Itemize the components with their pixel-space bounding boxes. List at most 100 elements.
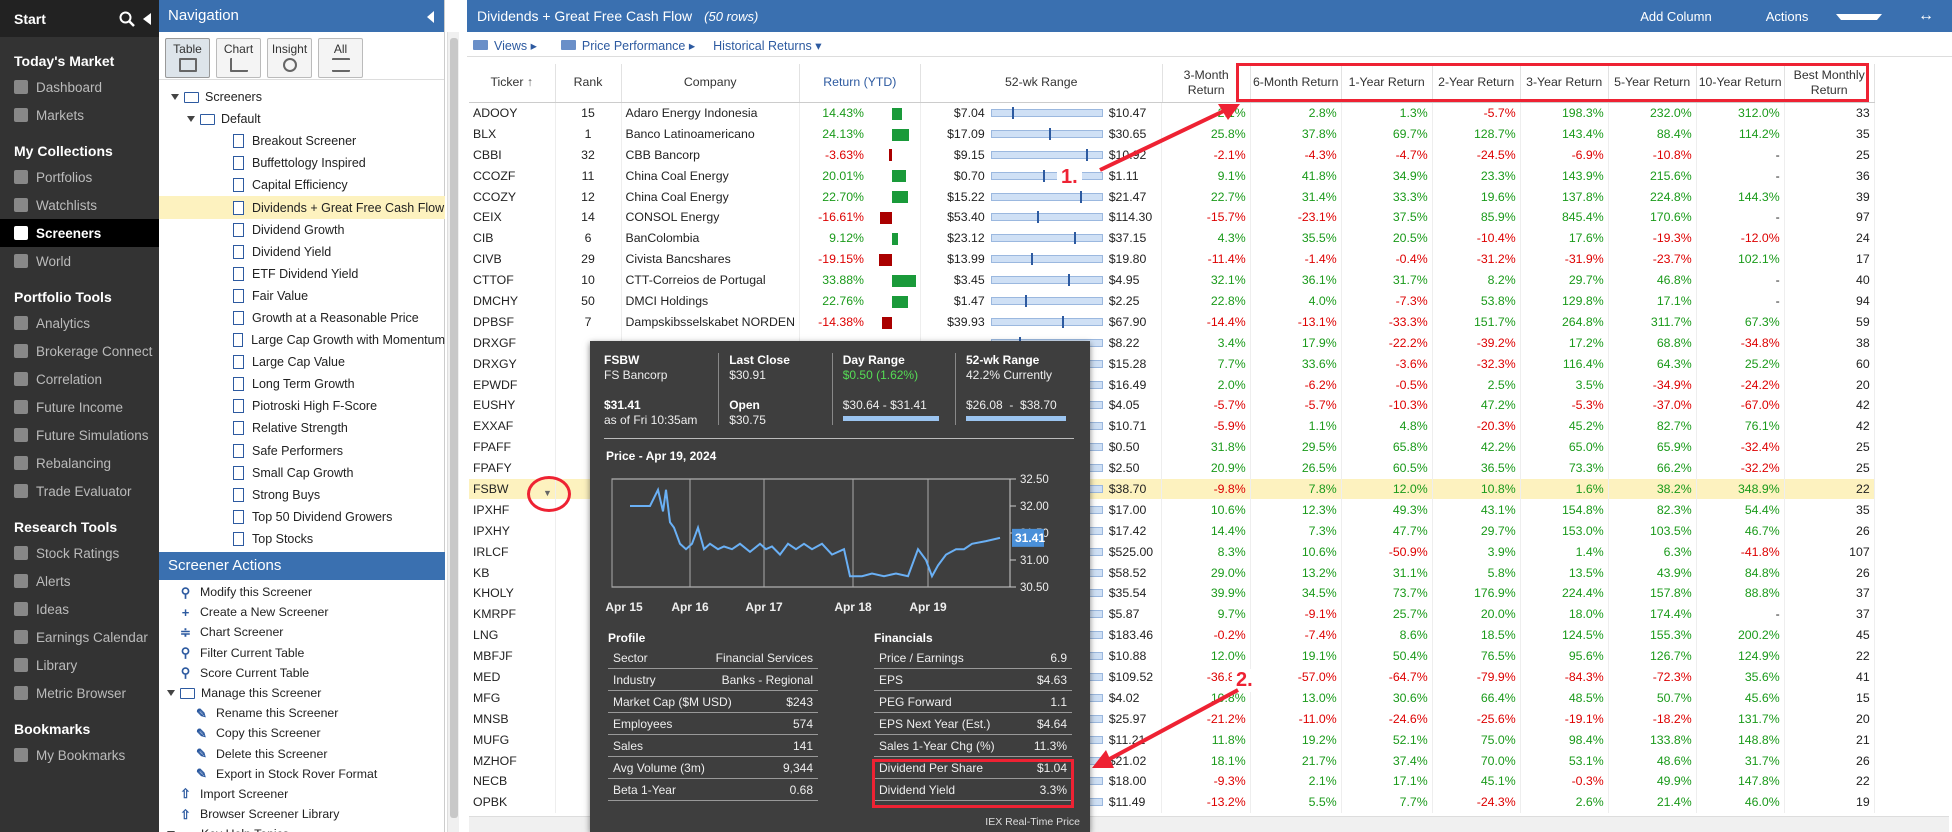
leftnav-item-earnings-calendar[interactable]: Earnings Calendar (0, 623, 159, 651)
search-icon[interactable] (119, 11, 135, 27)
leftnav-item-markets[interactable]: Markets (0, 101, 159, 129)
leftnav-item-metric-browser[interactable]: Metric Browser (0, 679, 159, 707)
leftnav-item-watchlists[interactable]: Watchlists (0, 191, 159, 219)
table-row[interactable]: MED $109.52 -36.8% -57.0% -64.7% -79.9% -84.3%… (469, 666, 1875, 688)
leftnav-item-screeners[interactable]: Screeners (0, 219, 159, 247)
action-chart-screener[interactable]: ≑ Chart Screener (159, 622, 445, 642)
action-delete-this-screener[interactable]: ✎ Delete this Screener (159, 744, 445, 764)
tree-item-buffettology-inspired[interactable]: Buffettology Inspired (159, 152, 445, 174)
col-2year[interactable]: 2-Year Return (1432, 64, 1521, 103)
action-score-current-table[interactable]: ⚲ Score Current Table (159, 663, 445, 683)
leftnav-item-correlation[interactable]: Correlation (0, 365, 159, 393)
leftnav-item-stock-ratings[interactable]: Stock Ratings (0, 539, 159, 567)
leftnav-item-portfolios[interactable]: Portfolios (0, 163, 159, 191)
tree-screeners-folder[interactable]: Screeners (159, 86, 445, 108)
row-menu-icon[interactable]: ▼ (543, 488, 552, 498)
view-insight-button[interactable]: Insight (267, 38, 312, 78)
col-return-ytd[interactable]: Return (YTD) (799, 64, 921, 103)
table-row[interactable]: CCOZF 11 China Coal Energy 20.01% $0.70 $1.11… (469, 165, 1875, 187)
action-export-in-stock-rover-format[interactable]: ✎ Export in Stock Rover Format (159, 764, 445, 784)
leftnav-item-brokerage-connect[interactable]: Brokerage Connect (0, 337, 159, 365)
table-row[interactable]: CTTOF 10 CTT-Correios de Portugal 33.88% $3.… (469, 269, 1875, 291)
wk-high: $2.25 (1108, 293, 1140, 308)
views-menu[interactable]: Views ▸ (473, 38, 537, 53)
actions-menu[interactable]: Actions (1730, 9, 1900, 24)
tree-item-breakout-screener[interactable]: Breakout Screener (159, 130, 445, 152)
leftnav-item-world[interactable]: World (0, 247, 159, 275)
table-row[interactable]: DPBSF 7 Dampskibsselskabet NORDEN -14.38% $3… (469, 311, 1875, 333)
leftnav-item-alerts[interactable]: Alerts (0, 567, 159, 595)
action-key-help-topics[interactable]: Key Help Topics (159, 824, 445, 832)
leftnav-item-trade-evaluator[interactable]: Trade Evaluator (0, 477, 159, 505)
col-3month[interactable]: 3-Month Return (1162, 64, 1251, 103)
leftnav-item-ideas[interactable]: Ideas (0, 595, 159, 623)
tree-item-large-cap-value[interactable]: Large Cap Value (159, 351, 445, 373)
tree-item-dividend-yield[interactable]: Dividend Yield (159, 241, 445, 263)
leftnav-item-analytics[interactable]: Analytics (0, 309, 159, 337)
table-row[interactable]: ADOOY 15 Adaro Energy Indonesia 14.43% $7.04… (469, 102, 1875, 124)
tree-item-fair-value[interactable]: Fair Value (159, 285, 445, 307)
action-copy-this-screener[interactable]: ✎ Copy this Screener (159, 723, 445, 743)
action-manage-screener[interactable]: Manage this Screener (159, 683, 445, 703)
tree-item-relative-strength[interactable]: Relative Strength (159, 417, 445, 439)
collapse-left-icon[interactable] (143, 12, 151, 25)
tree-item-safe-performers[interactable]: Safe Performers (159, 440, 445, 462)
tree-item-dividends-great-free-cash-flow[interactable]: Dividends + Great Free Cash Flow (159, 196, 445, 219)
tree-item-top-50-dividend-growers[interactable]: Top 50 Dividend Growers (159, 506, 445, 528)
col-52wk-range[interactable]: 52-wk Range (920, 64, 1163, 103)
collapse-nav-icon[interactable] (427, 11, 434, 23)
leftnav-item-future-simulations[interactable]: Future Simulations (0, 421, 159, 449)
leftnav-item-my-bookmarks[interactable]: My Bookmarks (0, 741, 159, 769)
action-rename-this-screener[interactable]: ✎ Rename this Screener (159, 703, 445, 723)
expand-arrow-icon[interactable] (171, 94, 179, 101)
historical-returns-menu[interactable]: Historical Returns ▾ (713, 39, 822, 53)
action-modify-this-screener[interactable]: ⚲ Modify this Screener (159, 582, 445, 602)
tree-default-folder[interactable]: Default (159, 108, 445, 130)
expand-icon[interactable]: ↔ (1918, 7, 1934, 24)
col-ticker[interactable]: Ticker ↑ (469, 64, 556, 103)
tree-item-small-cap-growth[interactable]: Small Cap Growth (159, 462, 445, 484)
leftnav-item-dashboard[interactable]: Dashboard (0, 73, 159, 101)
nav-scroll-thumb[interactable] (450, 38, 458, 818)
nav-scrollbar[interactable] (447, 32, 459, 832)
table-row[interactable]: CIB 6 BanColombia 9.12% $23.12 $37.15 4.3% 35.5… (469, 227, 1875, 249)
tree-item-capital-efficiency[interactable]: Capital Efficiency (159, 174, 445, 196)
action-filter-current-table[interactable]: ⚲ Filter Current Table (159, 643, 445, 663)
table-row[interactable]: BLX 1 Banco Latinoamericano 24.13% $17.09 $30… (469, 123, 1875, 145)
action-create-a-new-screener[interactable]: + Create a New Screener (159, 602, 445, 622)
col-5year[interactable]: 5-Year Return (1608, 64, 1697, 103)
price-performance-menu[interactable]: Price Performance ▸ (560, 38, 695, 53)
action-browser-screener-library[interactable]: ⇧ Browser Screener Library (159, 804, 445, 824)
expand-arrow-icon[interactable] (187, 116, 195, 123)
start-label[interactable]: Start (14, 10, 46, 27)
tree-item-piotroski-high-f-score[interactable]: Piotroski High F-Score (159, 395, 445, 417)
tree-item-top-stocks[interactable]: Top Stocks (159, 528, 445, 546)
tree-item-large-cap-growth-with-momentum[interactable]: Large Cap Growth with Momentum (159, 329, 445, 351)
table-row[interactable]: CCOZY 12 China Coal Energy 22.70% $15.22 $21.… (469, 186, 1875, 207)
action-import-screener[interactable]: ⇧ Import Screener (159, 784, 445, 804)
view-table-button[interactable]: Table (165, 38, 210, 78)
col-6month[interactable]: 6-Month Return (1250, 64, 1342, 103)
leftnav-item-future-income[interactable]: Future Income (0, 393, 159, 421)
tree-item-strong-buys[interactable]: Strong Buys (159, 484, 445, 506)
leftnav-item-library[interactable]: Library (0, 651, 159, 679)
view-chart-button[interactable]: Chart (216, 38, 261, 78)
col-rank[interactable]: Rank (555, 64, 622, 103)
tree-item-etf-dividend-yield[interactable]: ETF Dividend Yield (159, 263, 445, 285)
expand-arrow-icon[interactable] (167, 690, 175, 697)
col-10year[interactable]: 10-Year Return (1696, 64, 1785, 103)
view-all-button[interactable]: All (318, 38, 363, 78)
col-company[interactable]: Company (621, 64, 800, 103)
add-column-button[interactable]: Add Column (1640, 8, 1712, 24)
tree-item-dividend-growth[interactable]: Dividend Growth (159, 219, 445, 241)
table-row[interactable]: CEIX 14 CONSOL Energy -16.61% $53.40 $114.30-… (469, 206, 1875, 228)
col-1year[interactable]: 1-Year Return (1341, 64, 1433, 103)
col-3year[interactable]: 3-Year Return (1520, 64, 1609, 103)
tree-item-long-term-growth[interactable]: Long Term Growth (159, 373, 445, 395)
col-best-monthly[interactable]: Best Monthly Return (1784, 64, 1875, 103)
tree-item-growth-at-a-reasonable-price[interactable]: Growth at a Reasonable Price (159, 307, 445, 329)
leftnav-item-rebalancing[interactable]: Rebalancing (0, 449, 159, 477)
table-row[interactable]: CIVB 29 Civista Bancshares -19.15% $13.99 $19… (469, 248, 1875, 270)
table-row[interactable]: DMCHY 50 DMCI Holdings 22.76% $1.47 $2.25 22.8… (469, 290, 1875, 312)
